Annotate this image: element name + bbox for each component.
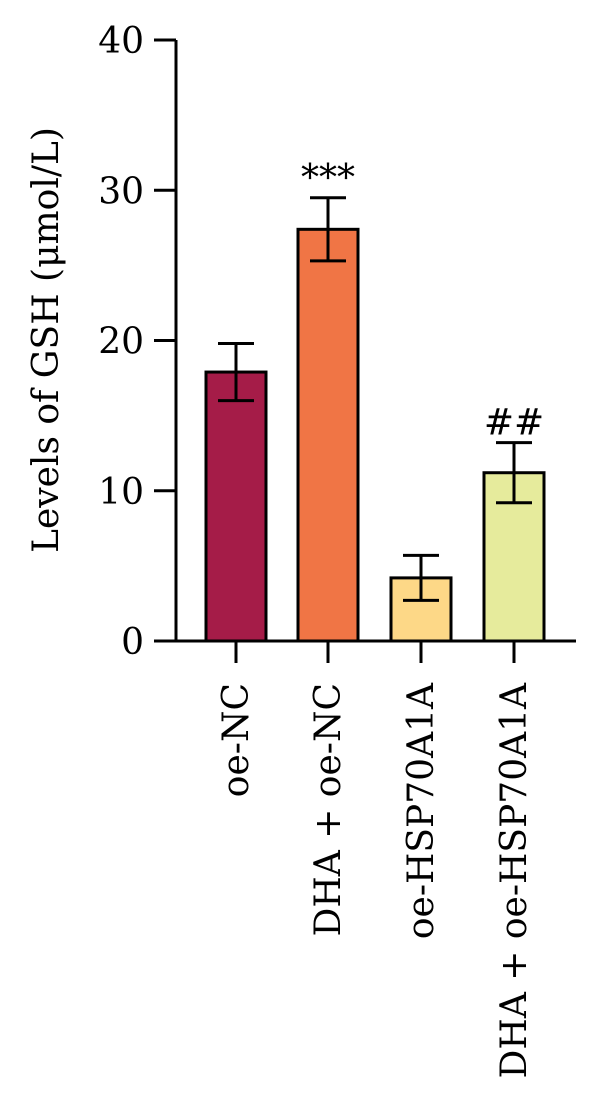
significance-label: ## (484, 403, 544, 444)
error-bar (310, 196, 346, 263)
y-tick-label: 0 (121, 622, 144, 663)
error-bar (218, 342, 254, 403)
category-label: oe-NC (216, 683, 257, 797)
y-axis: 0 10 20 30 40 (98, 21, 178, 663)
bar (296, 227, 360, 643)
bar (204, 370, 268, 643)
error-bar (496, 441, 532, 505)
y-tick-label: 30 (98, 171, 144, 212)
error-bar (403, 553, 439, 602)
y-tick-label: 10 (98, 472, 144, 513)
significance-label: *** (301, 158, 355, 199)
y-tick-label: 40 (98, 21, 144, 62)
bars-group: *** ## (204, 158, 546, 643)
category-label: DHA + oe-NC (308, 683, 349, 937)
category-label: oe-HSP70A1A (401, 682, 442, 939)
y-tick-label: 20 (98, 322, 144, 363)
category-label: DHA + oe-HSP70A1A (494, 682, 535, 1078)
y-axis-label: Levels of GSH (μmol/L) (26, 127, 67, 553)
x-axis: oe-NC DHA + oe-NC oe-HSP70A1A DHA + oe-HSP7… (176, 639, 576, 1078)
